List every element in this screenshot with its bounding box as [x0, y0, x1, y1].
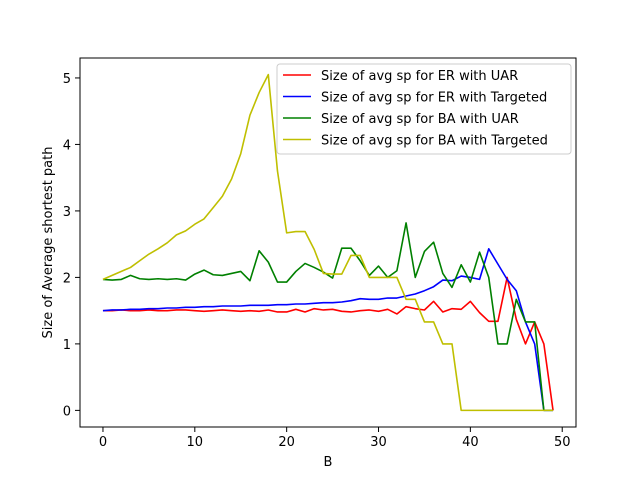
axes-frame	[79, 57, 577, 428]
x-tick-label: 30	[370, 435, 387, 450]
x-tick-label: 0	[99, 435, 107, 450]
legend-box	[276, 63, 572, 155]
x-tick-label: 40	[462, 435, 479, 450]
x-axis: 0 10 20 30 40 50	[99, 427, 571, 450]
y-tick-label: 3	[63, 205, 71, 220]
legend-label-2: Size of avg sp for ER with Targeted	[321, 91, 547, 106]
y-axis-label: Size of Average shortest path	[41, 147, 56, 339]
y-tick-label: 5	[63, 72, 71, 87]
series-line-1	[102, 276, 554, 411]
series-line-3	[102, 222, 554, 412]
x-tick-label: 20	[278, 435, 295, 450]
legend-label-3: Size of avg sp for BA with UAR	[321, 112, 519, 127]
x-tick-label: 10	[187, 435, 204, 450]
x-tick-label: 50	[554, 435, 571, 450]
legend: Size of avg sp for ER with UAR Size of av…	[276, 63, 572, 155]
y-tick-label: 0	[63, 404, 71, 419]
series-layer	[102, 73, 554, 412]
y-tick-label: 4	[63, 138, 71, 153]
legend-label-4: Size of avg sp for BA with Targeted	[321, 134, 548, 149]
y-tick-label: 2	[63, 271, 71, 286]
x-axis-label: B	[324, 455, 333, 470]
y-axis: 0 1 2 3 4 5	[63, 72, 80, 419]
series-line-2	[102, 248, 554, 412]
series-line-4	[102, 73, 554, 412]
legend-label-1: Size of avg sp for ER with UAR	[321, 69, 518, 84]
y-tick-label: 1	[63, 338, 71, 353]
